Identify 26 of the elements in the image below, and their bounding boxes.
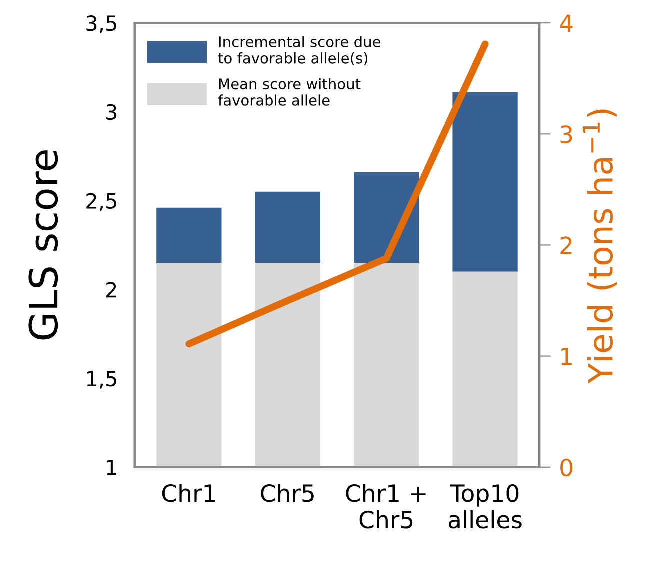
y2-tick-label: 0 — [560, 458, 572, 477]
y-tick-label: 2,5 — [86, 193, 116, 212]
y2-tick-label: 1 — [562, 348, 572, 366]
bar — [452, 92, 518, 272]
y-tick-label: 1 — [107, 460, 116, 476]
bar — [354, 262, 420, 468]
y2-axis-title: Yield (tons ha$^{−1}$) — [582, 110, 618, 384]
x-tick-label: Chr1 + Chr5 — [346, 484, 426, 529]
y2-tick-label: 2 — [560, 236, 572, 254]
legend-label: Incremental score due to favorable allele(s) — [218, 36, 380, 66]
legend-label: Mean score without favorable allele — [218, 78, 361, 106]
y-tick-label: 1,5 — [87, 371, 116, 389]
y-tick-label: 3 — [106, 104, 117, 120]
y-tick-label: 3,5 — [86, 16, 116, 34]
y-tick-label: 2 — [106, 282, 116, 298]
bar — [156, 262, 222, 468]
x-tick-label: Chr5 — [261, 484, 314, 502]
x-tick-label: Chr1 — [162, 484, 216, 502]
bar — [156, 208, 222, 263]
y-axis-title: GLS score — [28, 150, 58, 340]
y2-tick-label: 3 — [560, 126, 572, 144]
bar — [255, 262, 320, 468]
bar — [255, 192, 320, 263]
x-tick-label: Top10 alleles — [448, 484, 522, 529]
bar — [452, 272, 518, 468]
y2-tick-label: 4 — [560, 14, 573, 32]
